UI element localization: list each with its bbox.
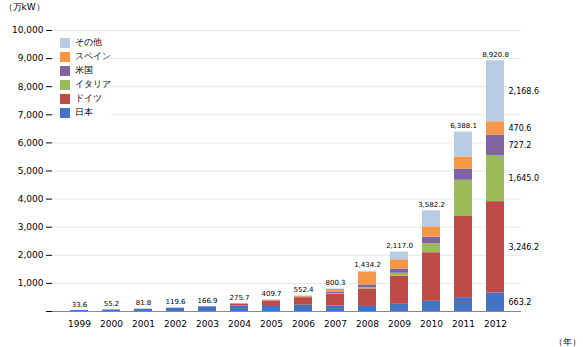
svg-text:81.8: 81.8 — [136, 299, 152, 307]
svg-text:2001: 2001 — [132, 319, 155, 329]
svg-text:10,000: 10,000 — [12, 25, 44, 35]
html-text:ドイツ: ドイツ — [74, 93, 102, 103]
svg-text:6,388.1: 6,388.1 — [450, 122, 477, 130]
svg-text:1,000: 1,000 — [18, 278, 44, 288]
svg-text:2012: 2012 — [484, 319, 507, 329]
svg-text:800.3: 800.3 — [325, 279, 345, 287]
svg-text:8,920.8: 8,920.8 — [482, 51, 509, 59]
html-text:イタリア: イタリア — [74, 79, 111, 89]
svg-text:552.4: 552.4 — [293, 286, 314, 294]
svg-text:55.2: 55.2 — [104, 300, 120, 308]
svg-text:1,434.2: 1,434.2 — [354, 261, 381, 269]
svg-text:2002: 2002 — [164, 319, 187, 329]
svg-text:1999: 1999 — [68, 319, 91, 329]
svg-text:275.7: 275.7 — [229, 294, 249, 302]
svg-text:9,000: 9,000 — [18, 53, 44, 63]
svg-text:727.2: 727.2 — [509, 141, 532, 150]
svg-text:4,000: 4,000 — [18, 194, 44, 204]
svg-text:2009: 2009 — [388, 319, 411, 329]
svg-text:2008: 2008 — [356, 319, 379, 329]
html-text:日本: 日本 — [74, 107, 93, 117]
html-text:スペイン: スペイン — [74, 51, 111, 61]
svg-text:7,000: 7,000 — [18, 110, 44, 120]
svg-text:1,645.0: 1,645.0 — [509, 174, 540, 183]
svg-text:2011: 2011 — [452, 319, 475, 329]
svg-text:470.6: 470.6 — [509, 124, 532, 133]
svg-text:2,168.6: 2,168.6 — [509, 87, 540, 96]
svg-text:2,000: 2,000 — [18, 250, 44, 260]
svg-text:5,000: 5,000 — [18, 166, 44, 176]
svg-text:3,582.2: 3,582.2 — [418, 201, 445, 209]
svg-text:119.6: 119.6 — [165, 298, 186, 306]
html-text:その他: その他 — [74, 37, 102, 47]
svg-text:3,246.2: 3,246.2 — [509, 243, 540, 252]
html-text:米国: 米国 — [74, 65, 93, 75]
svg-text:2,117.0: 2,117.0 — [386, 242, 413, 250]
svg-text:3,000: 3,000 — [18, 222, 44, 232]
svg-text:（万kW）: （万kW） — [4, 2, 45, 12]
svg-text:（年）: （年） — [554, 337, 581, 347]
svg-text:2005: 2005 — [260, 319, 283, 329]
svg-text:2006: 2006 — [292, 319, 315, 329]
svg-text:2003: 2003 — [196, 319, 219, 329]
svg-text:8,000: 8,000 — [18, 82, 44, 92]
svg-text:2007: 2007 — [324, 319, 347, 329]
svg-text:6,000: 6,000 — [18, 138, 44, 148]
svg-text:663.2: 663.2 — [509, 298, 532, 307]
svg-text:2010: 2010 — [420, 319, 443, 329]
svg-text:33.6: 33.6 — [72, 301, 88, 309]
svg-text:409.7: 409.7 — [261, 290, 281, 298]
svg-text:2004: 2004 — [228, 319, 251, 329]
svg-text:2000: 2000 — [100, 319, 123, 329]
svg-text:166.9: 166.9 — [197, 297, 217, 305]
